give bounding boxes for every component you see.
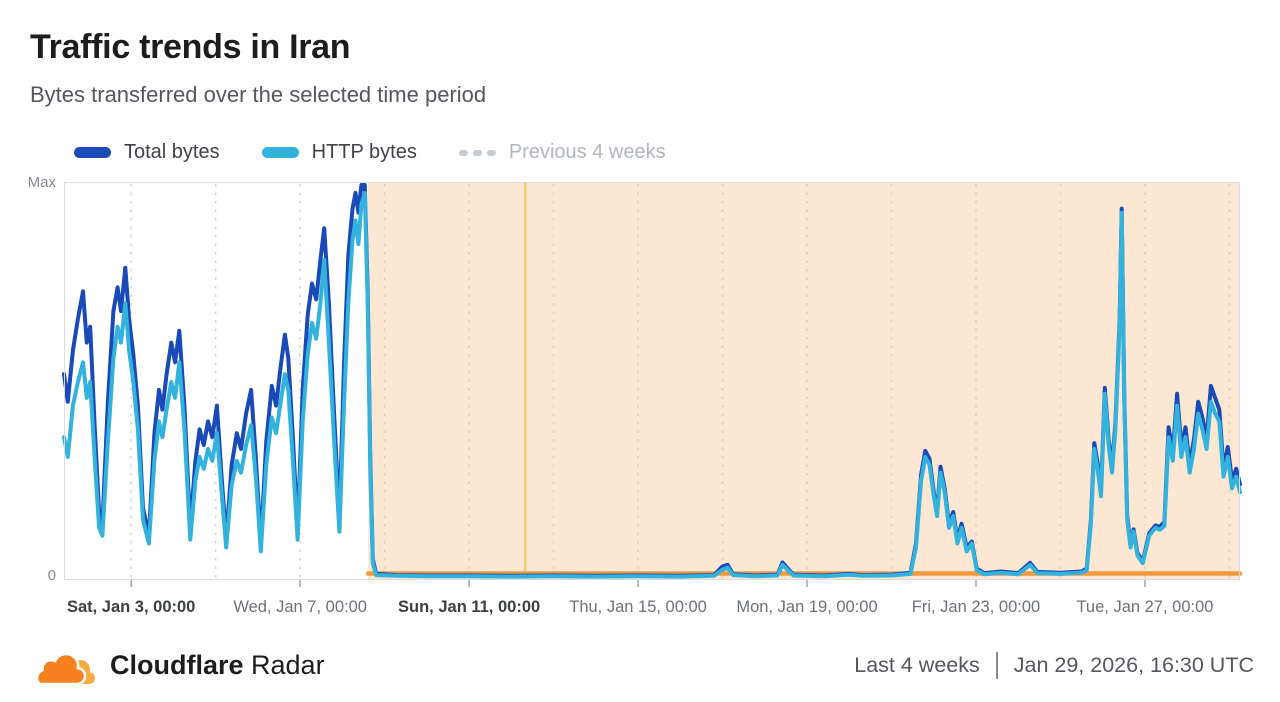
total-bytes-swatch-icon	[74, 147, 111, 158]
x-axis-label: Tue, Jan 27, 00:00	[1076, 598, 1214, 616]
legend-label-total: Total bytes	[124, 141, 220, 163]
timestamp: Jan 29, 2026, 16:30 UTC	[1013, 652, 1254, 677]
x-axis-label: Mon, Jan 19, 00:00	[736, 598, 878, 616]
brand: Cloudflare Radar	[28, 641, 325, 689]
x-axis-label: Sat, Jan 3, 00:00	[66, 598, 196, 616]
http-bytes-swatch-icon	[261, 147, 299, 158]
x-axis-label: Sun, Jan 11, 00:00	[398, 598, 541, 616]
legend-label-previous: Previous 4 weeks	[508, 141, 666, 163]
cloudflare-logo-icon	[35, 652, 95, 686]
series-line-http-bytes	[62, 190, 1242, 579]
page-subtitle: Bytes transferred over the selected time…	[30, 82, 487, 107]
time-range-label: Last 4 weeks	[854, 652, 980, 677]
separator	[995, 651, 998, 679]
previous-weeks-dashed-swatch-icon	[458, 149, 496, 156]
brand-text: Cloudflare Radar	[110, 650, 325, 681]
chart-legend: Total bytes HTTP bytes Previous 4 weeks	[74, 141, 666, 164]
brand-product: Radar	[251, 649, 325, 680]
legend-label-http: HTTP bytes	[311, 141, 417, 163]
x-axis-label: Thu, Jan 15, 00:00	[569, 598, 707, 616]
legend-item-total-bytes[interactable]: Total bytes	[74, 141, 220, 164]
legend-item-http-bytes[interactable]: HTTP bytes	[261, 141, 417, 164]
legend-item-previous-4-weeks[interactable]: Previous 4 weeks	[458, 141, 666, 164]
x-axis-label: Fri, Jan 23, 00:00	[911, 598, 1041, 616]
page-title: Traffic trends in Iran	[30, 28, 351, 66]
chart-canvas[interactable]	[62, 182, 1243, 594]
y-axis-zero-label: 0	[47, 567, 56, 584]
x-axis: Sat, Jan 3, 00:00 Wed, Jan 7, 00:00 Sun, J…	[64, 598, 1240, 622]
anomaly-region	[368, 182, 1240, 580]
plot-border	[64, 182, 1240, 580]
brand-name: Cloudflare	[110, 649, 244, 680]
footer: Cloudflare Radar Last 4 weeks Jan 29, 20…	[28, 636, 1254, 694]
x-axis-label: Wed, Jan 7, 00:00	[233, 598, 367, 616]
footer-meta: Last 4 weeks Jan 29, 2026, 16:30 UTC	[854, 651, 1254, 679]
y-axis-max-label: Max	[27, 174, 56, 191]
